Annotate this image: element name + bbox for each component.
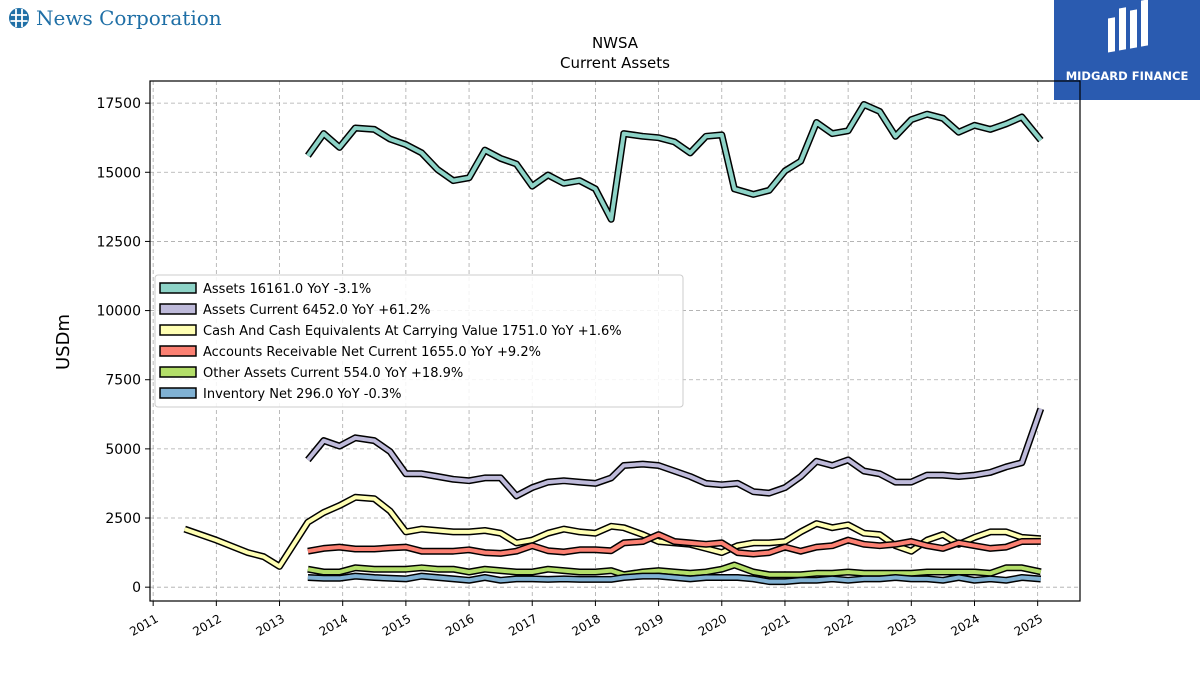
legend-swatch — [159, 303, 197, 315]
y-tick-label: 17500 — [96, 96, 141, 112]
globe-grid-icon — [9, 8, 29, 28]
legend-swatch — [159, 282, 197, 294]
legend-label: Assets Current 6452.0 YoY +61.2% — [203, 303, 430, 318]
series-line-stroke — [307, 532, 1041, 556]
legend-swatch — [159, 387, 197, 399]
x-tick-label: 2013 — [254, 611, 287, 638]
y-tick-label: 0 — [132, 580, 141, 596]
series-line-outline — [305, 101, 1044, 223]
plot-frame — [149, 80, 1081, 602]
series-lines — [183, 101, 1045, 586]
chart-title: NWSA — [592, 34, 639, 52]
y-tick-label: 15000 — [96, 165, 141, 181]
series-line-outline — [183, 493, 1042, 570]
series-line — [307, 531, 1041, 558]
x-tick-label: 2023 — [885, 611, 918, 638]
legend-box — [154, 274, 684, 408]
x-tick-label: 2017 — [506, 611, 539, 638]
x-tick-label: 2021 — [759, 611, 792, 638]
series-line — [183, 493, 1042, 570]
legend-label: Inventory Net 296.0 YoY -0.3% — [203, 387, 402, 402]
legend-swatch — [159, 345, 197, 357]
legend-label: Accounts Receivable Net Current 1655.0 Y… — [203, 345, 541, 360]
company-name: News Corporation — [36, 6, 222, 30]
x-axis: 2011 2012 2013 2014 2015 2016 2017 2018 2019 2020… — [127, 601, 1045, 639]
legend-swatch — [159, 366, 197, 378]
legend-swatch — [159, 324, 197, 336]
y-tick-label: 12500 — [96, 234, 141, 250]
x-tick-label: 2014 — [317, 611, 350, 638]
x-tick-label: 2018 — [569, 611, 602, 638]
x-tick-label: 2020 — [696, 611, 729, 638]
series-line — [305, 101, 1044, 223]
legend-label: Other Assets Current 554.0 YoY +18.9% — [203, 366, 463, 381]
y-axis-label: USDm — [53, 314, 74, 370]
legend-label: Assets 16161.0 YoY -3.1% — [203, 282, 371, 297]
x-tick-label: 2024 — [949, 611, 982, 638]
series-line-stroke — [307, 574, 1041, 584]
series-line — [307, 572, 1042, 586]
x-tick-label: 2025 — [1012, 611, 1045, 638]
y-tick-label: 5000 — [105, 442, 141, 458]
company-brand: News Corporation — [8, 6, 222, 30]
series-line-stroke — [307, 563, 1042, 577]
series-line — [307, 561, 1042, 579]
series-line-stroke — [306, 408, 1043, 498]
x-tick-label: 2019 — [633, 611, 666, 638]
watermark-logo: MIDGARD FINANCE — [1054, 0, 1200, 100]
x-tick-label: 2022 — [822, 611, 855, 638]
x-tick-label: 2012 — [190, 611, 223, 638]
x-tick-label: 2015 — [380, 611, 413, 638]
series-line-stroke — [306, 102, 1043, 222]
watermark-text: MIDGARD FINANCE — [1065, 69, 1189, 83]
midgard-logo-icon — [1108, 0, 1148, 53]
x-tick-label: 2016 — [443, 611, 476, 638]
y-tick-label: 10000 — [96, 304, 141, 320]
series-line-stroke — [184, 495, 1041, 569]
legend: Assets 16161.0 YoY -3.1% Assets Current 6… — [154, 274, 684, 408]
y-tick-label: 2500 — [105, 511, 141, 527]
chart-subtitle: Current Assets — [560, 54, 670, 72]
y-axis: 0 2500 5000 7500 10000 12500 15000 17500 — [96, 96, 150, 596]
series-line — [305, 407, 1045, 500]
x-tick-label: 2011 — [127, 611, 160, 638]
series-line-outline — [305, 407, 1045, 500]
legend-label: Cash And Cash Equivalents At Carrying Va… — [203, 324, 622, 339]
y-tick-label: 7500 — [105, 373, 141, 389]
